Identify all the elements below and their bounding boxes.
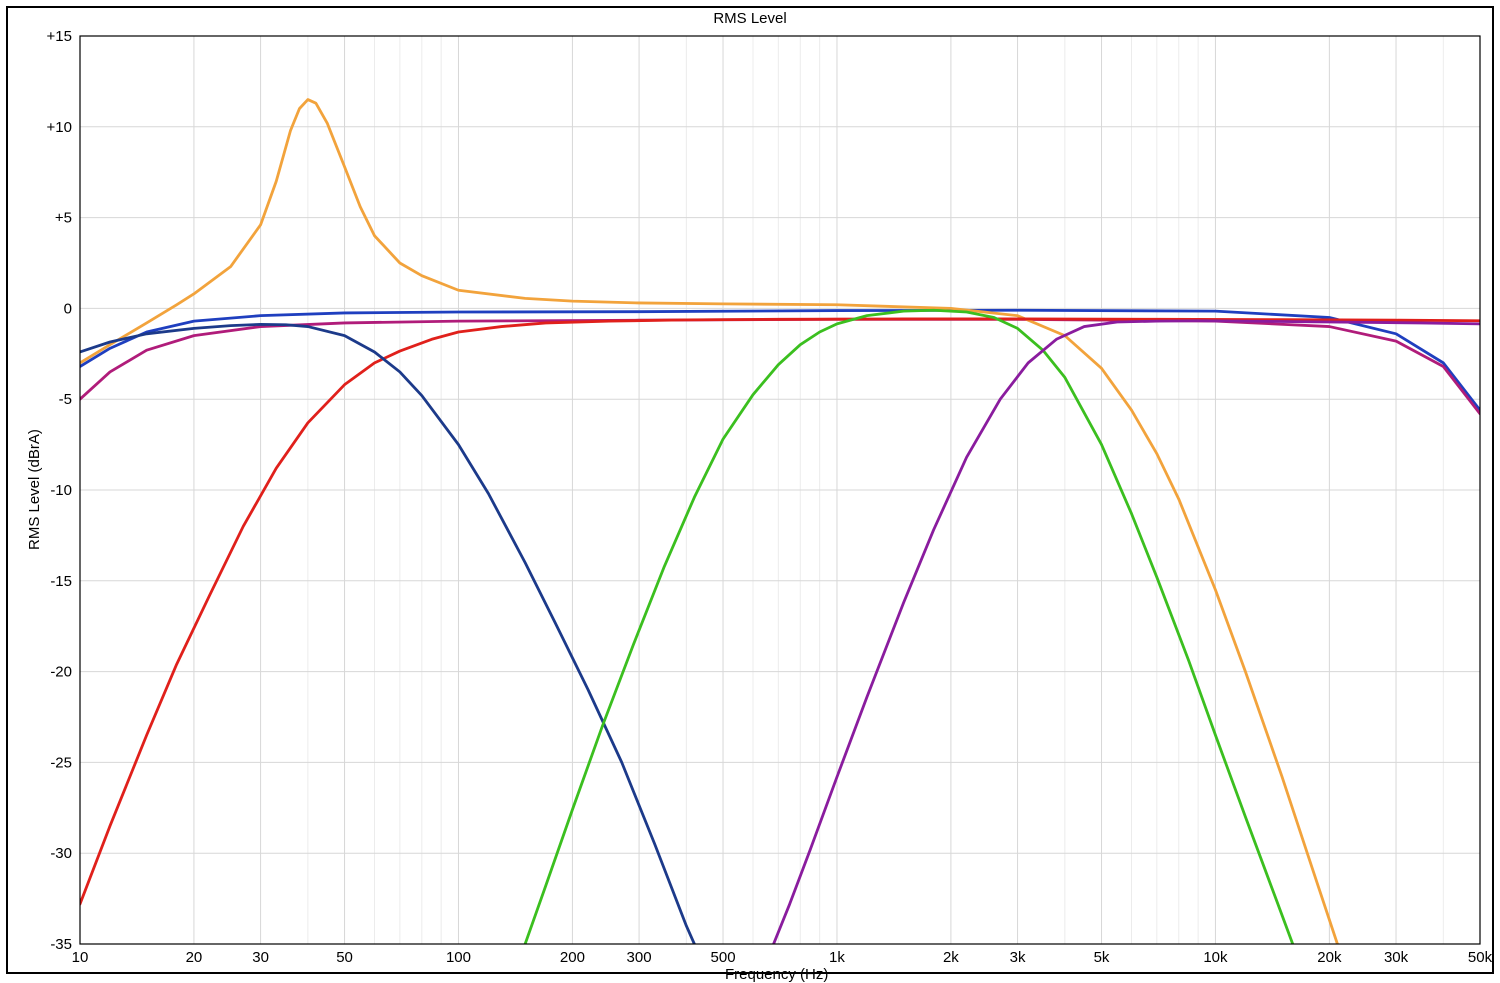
y-tick-label: -10 <box>50 482 72 499</box>
x-tick-label: 50 <box>336 949 353 966</box>
x-tick-label: 2k <box>943 949 959 966</box>
x-tick-label: 30k <box>1384 949 1409 966</box>
y-tick-label: -20 <box>50 664 72 681</box>
x-axis-label: Frequency (Hz) <box>725 966 828 983</box>
y-tick-label: -30 <box>50 845 72 862</box>
x-tick-label: 5k <box>1094 949 1110 966</box>
y-tick-label: +5 <box>55 210 72 227</box>
x-tick-label: 300 <box>627 949 652 966</box>
chart-plot: 10 20 30 50 100 200 300 500 1k 2k 3k 5k 10k 20k 30k 50k… <box>8 8 1496 976</box>
x-tick-label: 20 <box>186 949 203 966</box>
x-tick-label: 1k <box>829 949 845 966</box>
y-tick-label: -25 <box>50 754 72 771</box>
y-tick-label: +15 <box>47 28 72 45</box>
x-tick-label: 30 <box>252 949 269 966</box>
x-tick-label: 3k <box>1010 949 1026 966</box>
y-axis-label: RMS Level (dBrA) <box>26 429 43 550</box>
x-tick-label: 20k <box>1317 949 1342 966</box>
x-tick-label: 200 <box>560 949 585 966</box>
x-tick-label: 10 <box>72 949 89 966</box>
y-tick-label: -5 <box>59 391 72 408</box>
y-tick-label: -35 <box>50 936 72 953</box>
x-tick-label: 500 <box>711 949 736 966</box>
x-tick-label: 10k <box>1203 949 1228 966</box>
y-tick-label: -15 <box>50 573 72 590</box>
x-tick-label: 50k <box>1468 949 1493 966</box>
y-tick-label: +10 <box>47 119 72 136</box>
chart-frame: RMS Level AP 102030501002003005001k2k3k5… <box>6 6 1494 974</box>
y-tick-label: 0 <box>64 300 72 317</box>
x-tick-label: 100 <box>446 949 471 966</box>
